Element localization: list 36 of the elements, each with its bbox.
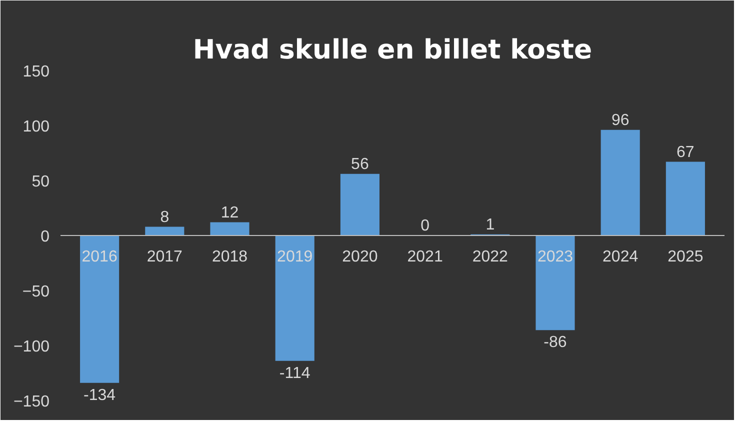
bar: [145, 226, 184, 236]
x-tick-label: 2024: [602, 248, 638, 266]
x-tick-label: 2016: [82, 248, 118, 266]
data-label: 12: [220, 204, 239, 222]
bar: [340, 174, 380, 236]
data-label: -114: [279, 364, 310, 382]
data-label: -86: [544, 334, 567, 352]
bar: [210, 222, 250, 236]
y-tick-label: 50: [32, 174, 50, 190]
x-tick-label: 2017: [146, 248, 183, 266]
y-tick-label: 100: [22, 118, 50, 136]
x-tick-label: 2019: [277, 248, 313, 266]
x-tick-label: 2023: [537, 248, 574, 266]
bar: [275, 236, 314, 361]
x-tick-label: 2018: [212, 248, 248, 266]
y-tick-label: −100: [13, 338, 50, 356]
data-label: 0: [420, 218, 430, 235]
data-label: 96: [611, 112, 630, 129]
bar: [666, 162, 705, 236]
x-tick-label: 2022: [472, 248, 508, 266]
y-tick-label: −50: [22, 284, 50, 300]
y-tick-label: 150: [22, 64, 50, 80]
data-label: 1: [486, 216, 495, 234]
bar: [600, 130, 640, 236]
bar: [536, 236, 575, 330]
x-tick-label: 2020: [342, 248, 378, 266]
bar: [80, 236, 120, 383]
y-tick-label: 0: [40, 228, 50, 246]
x-tick-label: 2025: [668, 248, 704, 266]
data-label: 67: [676, 144, 694, 161]
y-tick-label: −150: [13, 394, 50, 410]
data-label: 8: [160, 208, 170, 226]
chart-title: Hvad skulle en billet koste: [192, 34, 592, 66]
x-tick-label: 2021: [407, 248, 443, 266]
data-label: -134: [84, 386, 116, 404]
data-label: 56: [351, 156, 369, 173]
